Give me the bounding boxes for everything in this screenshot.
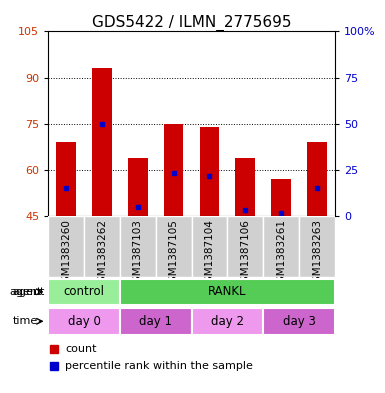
Text: GSM1387106: GSM1387106 bbox=[240, 219, 250, 289]
Text: GSM1383263: GSM1383263 bbox=[312, 219, 322, 289]
Bar bbox=[199, 127, 219, 216]
Bar bbox=[92, 68, 112, 216]
Text: GSM1387104: GSM1387104 bbox=[204, 219, 214, 289]
Text: day 0: day 0 bbox=[67, 315, 100, 328]
Bar bbox=[164, 124, 184, 216]
Text: day 3: day 3 bbox=[283, 315, 316, 328]
Bar bbox=[236, 158, 255, 216]
Text: day 1: day 1 bbox=[139, 315, 172, 328]
FancyBboxPatch shape bbox=[120, 279, 335, 305]
Text: GSM1383261: GSM1383261 bbox=[276, 219, 286, 289]
FancyBboxPatch shape bbox=[192, 308, 263, 334]
FancyBboxPatch shape bbox=[120, 216, 156, 277]
Text: day 2: day 2 bbox=[211, 315, 244, 328]
FancyBboxPatch shape bbox=[84, 216, 120, 277]
Text: GSM1387103: GSM1387103 bbox=[133, 219, 143, 289]
Text: agent: agent bbox=[9, 287, 42, 297]
Text: control: control bbox=[64, 285, 104, 298]
FancyBboxPatch shape bbox=[299, 216, 335, 277]
FancyBboxPatch shape bbox=[48, 308, 120, 334]
Bar bbox=[128, 158, 147, 216]
Text: time: time bbox=[13, 316, 38, 326]
Text: GSM1383260: GSM1383260 bbox=[61, 219, 71, 289]
Bar bbox=[56, 142, 76, 216]
Title: GDS5422 / ILMN_2775695: GDS5422 / ILMN_2775695 bbox=[92, 15, 291, 31]
Text: count: count bbox=[65, 344, 97, 354]
FancyBboxPatch shape bbox=[263, 308, 335, 334]
Bar bbox=[307, 142, 327, 216]
FancyBboxPatch shape bbox=[48, 279, 120, 305]
Text: percentile rank within the sample: percentile rank within the sample bbox=[65, 362, 253, 371]
FancyBboxPatch shape bbox=[228, 216, 263, 277]
Text: agent: agent bbox=[12, 287, 44, 297]
Text: GSM1383262: GSM1383262 bbox=[97, 219, 107, 289]
Text: RANKL: RANKL bbox=[208, 285, 247, 298]
FancyBboxPatch shape bbox=[156, 216, 192, 277]
Bar bbox=[271, 179, 291, 216]
FancyBboxPatch shape bbox=[263, 216, 299, 277]
FancyBboxPatch shape bbox=[120, 308, 192, 334]
FancyBboxPatch shape bbox=[192, 216, 228, 277]
Text: GSM1387105: GSM1387105 bbox=[169, 219, 179, 289]
FancyBboxPatch shape bbox=[48, 216, 84, 277]
